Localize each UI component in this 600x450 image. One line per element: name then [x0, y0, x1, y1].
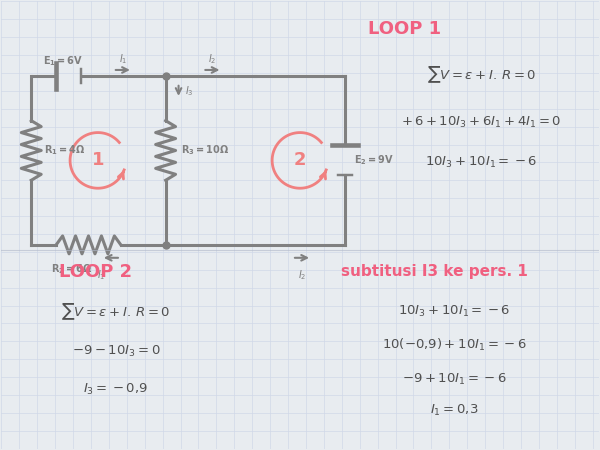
Text: $\mathbf{R_1 = 4\Omega}$: $\mathbf{R_1 = 4\Omega}$: [44, 144, 86, 158]
Text: $I_1 = 0{,}3$: $I_1 = 0{,}3$: [430, 403, 479, 418]
Text: $+\,6 + 10I_3 + 6I_1 + 4I_1 = 0$: $+\,6 + 10I_3 + 6I_1 + 4I_1 = 0$: [401, 115, 562, 130]
Text: 2: 2: [294, 151, 306, 169]
Text: $I_1$: $I_1$: [119, 52, 127, 66]
Text: $-9 + 10I_1 = -6$: $-9 + 10I_1 = -6$: [402, 372, 507, 387]
Text: $\sum V = \varepsilon + I.\,R = 0$: $\sum V = \varepsilon + I.\,R = 0$: [61, 301, 170, 322]
Text: subtitusi I3 ke pers. 1: subtitusi I3 ke pers. 1: [341, 264, 528, 279]
Text: $I_1$: $I_1$: [97, 268, 105, 282]
Text: $10I_3 + 10I_1 = -6$: $10I_3 + 10I_1 = -6$: [425, 155, 538, 170]
Text: $\mathbf{E_1 = 6V}$: $\mathbf{E_1 = 6V}$: [43, 54, 83, 68]
Text: $I_3 = -0{,}9$: $I_3 = -0{,}9$: [83, 382, 148, 396]
Text: $\mathbf{R_2 = 6\Omega}$: $\mathbf{R_2 = 6\Omega}$: [51, 262, 92, 275]
Text: $I_2$: $I_2$: [298, 268, 306, 282]
Text: $I_2$: $I_2$: [208, 52, 217, 66]
Text: 1: 1: [92, 151, 104, 169]
Text: $I_3$: $I_3$: [185, 84, 193, 98]
Text: $10I_3 + 10I_1 = -6$: $10I_3 + 10I_1 = -6$: [398, 304, 511, 319]
Text: LOOP 2: LOOP 2: [59, 263, 133, 281]
Text: $\sum V = \varepsilon + I.\,R = 0$: $\sum V = \varepsilon + I.\,R = 0$: [427, 65, 536, 86]
Text: LOOP 1: LOOP 1: [368, 20, 441, 38]
Text: $10(-0{,}9) + 10I_1 = -6$: $10(-0{,}9) + 10I_1 = -6$: [382, 337, 527, 353]
Text: $\mathbf{R_3 = 10\Omega}$: $\mathbf{R_3 = 10\Omega}$: [181, 144, 229, 158]
Text: $\mathbf{E_2 = 9V}$: $\mathbf{E_2 = 9V}$: [354, 153, 394, 167]
Text: $-9 - 10I_3 = 0$: $-9 - 10I_3 = 0$: [71, 344, 160, 359]
